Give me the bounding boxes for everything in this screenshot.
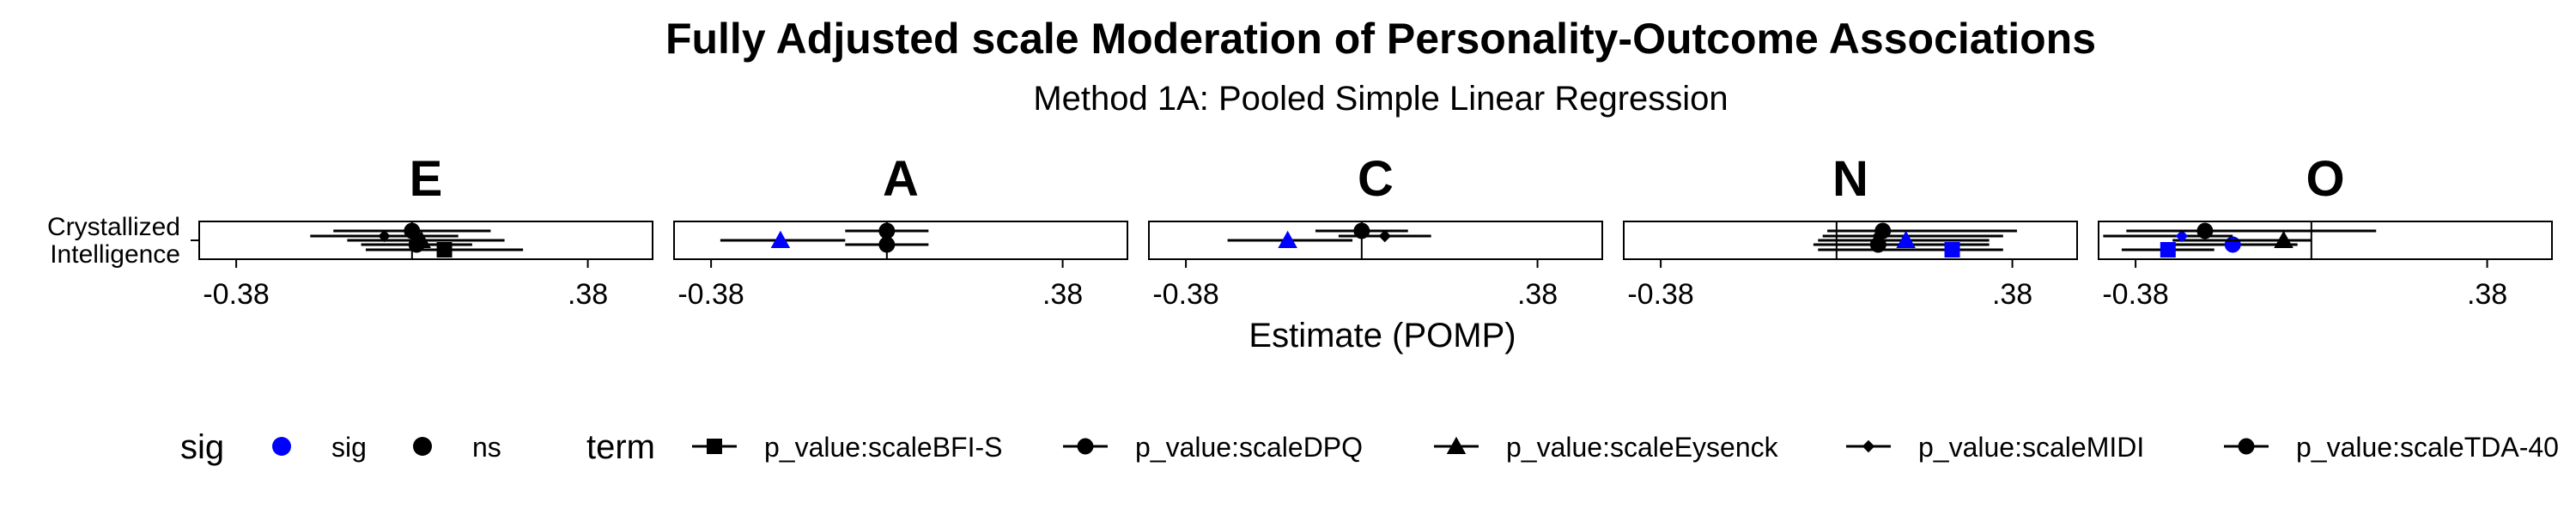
legend-title-term: term: [586, 428, 655, 466]
x-tick-label: -0.38: [1152, 278, 1219, 311]
panel-C: C -0.38 .38: [1148, 151, 1603, 311]
chart-subtitle: Method 1A: Pooled Simple Linear Regressi…: [1033, 80, 1728, 118]
panel-label: O: [2306, 151, 2344, 207]
estimate-point: [770, 230, 791, 248]
panel-border: [673, 221, 1128, 260]
estimate-point: [1278, 230, 1297, 248]
panel-label: E: [410, 151, 443, 207]
legend-term-key: [1862, 439, 1875, 453]
panel-border: [1623, 221, 2078, 260]
estimate-point: [1896, 230, 1916, 248]
x-tick-label: -0.38: [2102, 278, 2169, 311]
x-tick-label: .38: [568, 278, 608, 311]
panel-border: [1148, 221, 1603, 260]
legend-sig-label: sig: [331, 432, 367, 463]
legend-term-key: [1446, 436, 1467, 454]
panel-border: [2098, 221, 2553, 260]
x-tick-label: .38: [1517, 278, 1558, 311]
estimate-point: [878, 236, 896, 253]
y-axis-label-line: Crystallized: [47, 213, 180, 241]
legend-term-label: p_value:scaleMIDI: [1918, 432, 2144, 463]
estimate-point: [1378, 229, 1391, 243]
legend-title-sig: sig: [180, 428, 224, 466]
y-axis-label-line: Intelligence: [50, 240, 180, 269]
legend-sig-key: [272, 437, 291, 456]
panel-border: [198, 221, 653, 260]
facet-panels: E -0.38 .38 A -0.38 .38 C -0.38 .38 N -0.38 .38 O -0.…: [198, 151, 2553, 311]
legend-term-key: [2238, 438, 2255, 455]
x-tick-label: .38: [1992, 278, 2032, 311]
x-tick-label: -0.38: [203, 278, 270, 311]
panel-A: A -0.38 .38: [673, 151, 1128, 311]
panel-O: O -0.38 .38: [2098, 151, 2553, 311]
panel-label: A: [883, 151, 919, 207]
x-tick-label: -0.38: [1627, 278, 1694, 311]
x-tick-label: .38: [1042, 278, 1083, 311]
estimate-point: [2160, 242, 2176, 258]
estimate-point: [2224, 236, 2241, 253]
legend-term-label: p_value:scaleTDA-40: [2296, 432, 2559, 463]
estimate-point: [436, 242, 453, 258]
legend-term-label: p_value:scaleDPQ: [1135, 432, 1363, 463]
legend-sig-key: [413, 437, 432, 456]
panel-N: N -0.38 .38: [1623, 151, 2078, 311]
panel-E: E -0.38 .38: [198, 151, 653, 311]
x-tick-label: .38: [2467, 278, 2507, 311]
estimate-point: [2274, 230, 2293, 248]
x-tick-label: -0.38: [677, 278, 744, 311]
legend-term-label: p_value:scaleBFI-S: [764, 432, 1002, 463]
legend: sig sig ns term p_value:scaleBFI-S p_value:sc…: [180, 428, 2559, 466]
estimate-point: [2175, 229, 2189, 243]
estimate-point: [1944, 242, 1960, 258]
legend-term-key: [707, 439, 722, 454]
legend-term-key: [1077, 438, 1094, 455]
legend-sig-label: ns: [472, 432, 501, 463]
chart-title: Fully Adjusted scale Moderation of Perso…: [665, 15, 2096, 63]
panel-label: C: [1358, 151, 1394, 207]
x-axis-title: Estimate (POMP): [1249, 317, 1516, 354]
estimate-point: [2196, 222, 2214, 239]
estimate-point: [878, 222, 896, 239]
panel-label: N: [1832, 151, 1868, 207]
legend-term-label: p_value:scaleEysenck: [1506, 432, 1779, 463]
